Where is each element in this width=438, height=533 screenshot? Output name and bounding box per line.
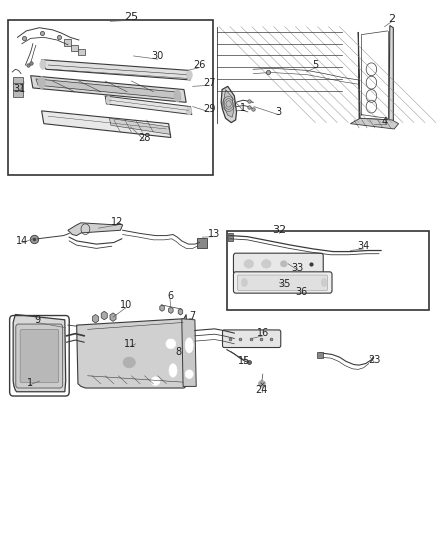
- Ellipse shape: [151, 377, 160, 385]
- Bar: [78, 49, 85, 55]
- Text: 32: 32: [272, 225, 286, 235]
- Text: 36: 36: [295, 287, 307, 296]
- Polygon shape: [350, 118, 399, 129]
- Ellipse shape: [280, 261, 287, 267]
- Polygon shape: [13, 314, 66, 392]
- Text: 1: 1: [27, 378, 33, 387]
- Text: 24: 24: [256, 385, 268, 395]
- Ellipse shape: [244, 260, 254, 268]
- Ellipse shape: [169, 364, 177, 377]
- Bar: [227, 231, 429, 310]
- Text: 10: 10: [120, 300, 132, 310]
- Text: 6: 6: [167, 291, 173, 301]
- Ellipse shape: [185, 338, 193, 353]
- Bar: [71, 45, 78, 51]
- FancyBboxPatch shape: [237, 275, 328, 290]
- FancyBboxPatch shape: [223, 330, 281, 348]
- FancyBboxPatch shape: [233, 272, 332, 293]
- Text: 15: 15: [238, 357, 251, 366]
- Polygon shape: [36, 79, 181, 99]
- Text: 12: 12: [111, 217, 124, 227]
- Polygon shape: [221, 86, 237, 123]
- Text: 14: 14: [16, 236, 28, 246]
- Polygon shape: [110, 118, 170, 134]
- Text: 3: 3: [275, 107, 281, 117]
- Bar: [13, 77, 23, 84]
- Ellipse shape: [321, 278, 327, 287]
- Polygon shape: [77, 314, 189, 388]
- Text: 26: 26: [193, 60, 205, 70]
- Ellipse shape: [258, 381, 265, 387]
- Ellipse shape: [174, 90, 181, 102]
- Polygon shape: [105, 96, 192, 115]
- Text: 30: 30: [152, 51, 164, 61]
- Bar: [13, 83, 23, 90]
- Text: 25: 25: [124, 12, 138, 22]
- Ellipse shape: [241, 278, 247, 287]
- Ellipse shape: [185, 370, 193, 378]
- Text: 9: 9: [34, 315, 40, 325]
- Text: 1: 1: [240, 103, 246, 112]
- Text: 23: 23: [368, 355, 381, 365]
- Ellipse shape: [186, 70, 192, 80]
- FancyBboxPatch shape: [233, 253, 323, 274]
- Ellipse shape: [106, 96, 111, 104]
- Ellipse shape: [40, 60, 46, 69]
- Polygon shape: [68, 223, 123, 236]
- Bar: [228, 233, 233, 241]
- Ellipse shape: [38, 77, 45, 88]
- Ellipse shape: [123, 357, 135, 368]
- Text: 35: 35: [279, 279, 291, 288]
- Polygon shape: [223, 90, 234, 117]
- Text: 27: 27: [203, 78, 215, 87]
- FancyBboxPatch shape: [16, 324, 63, 388]
- Polygon shape: [358, 26, 393, 128]
- Text: 29: 29: [203, 104, 215, 114]
- Ellipse shape: [187, 107, 192, 115]
- Text: 5: 5: [312, 60, 318, 70]
- Text: 8: 8: [176, 347, 182, 357]
- Text: 4: 4: [381, 117, 388, 126]
- Polygon shape: [42, 111, 171, 138]
- FancyBboxPatch shape: [20, 329, 59, 383]
- Polygon shape: [31, 76, 186, 102]
- Text: 28: 28: [138, 133, 151, 142]
- Text: 16: 16: [257, 328, 269, 338]
- Text: 13: 13: [208, 229, 220, 239]
- Text: 7: 7: [189, 311, 195, 320]
- Text: 31: 31: [14, 84, 26, 94]
- Ellipse shape: [166, 339, 176, 349]
- Polygon shape: [182, 319, 196, 386]
- Bar: [197, 238, 207, 248]
- Bar: [13, 90, 23, 97]
- Polygon shape: [42, 60, 191, 80]
- Ellipse shape: [261, 260, 271, 268]
- Bar: [64, 39, 71, 46]
- Text: 34: 34: [357, 241, 370, 251]
- Text: 33: 33: [292, 263, 304, 272]
- Text: 11: 11: [124, 339, 137, 349]
- Text: 2: 2: [389, 14, 396, 23]
- Bar: [8, 20, 213, 175]
